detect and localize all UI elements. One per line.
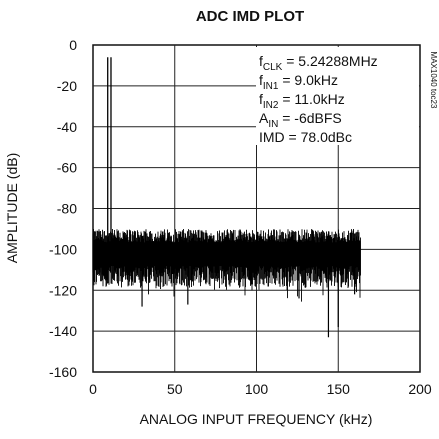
x-tick-label-4: 200 (408, 381, 432, 397)
y-axis-label: AMPLITUDE (dB) (4, 153, 20, 263)
y-tick-label-7: -140 (49, 323, 77, 339)
y-tick-label-6: -120 (49, 282, 77, 298)
y-tick-label-8: -160 (49, 364, 77, 380)
y-tick-label-0: 0 (69, 37, 77, 53)
x-axis-ticks: 0 50 100 150 200 (89, 381, 432, 397)
annotation-line-4: IMD = 78.0dBc (259, 129, 352, 145)
x-tick-label-2: 100 (245, 381, 269, 397)
y-tick-label-1: -20 (57, 78, 77, 94)
x-tick-label-3: 150 (327, 381, 351, 397)
x-tick-label-0: 0 (89, 381, 97, 397)
x-axis-label: ANALOG INPUT FREQUENCY (kHz) (140, 411, 373, 427)
y-tick-label-4: -80 (57, 201, 77, 217)
y-tick-label-3: -60 (57, 160, 77, 176)
y-tick-label-5: -100 (49, 241, 77, 257)
y-tick-label-2: -40 (57, 119, 77, 135)
y-axis-ticks: 0 -20 -40 -60 -80 -100 -120 -140 -160 (49, 37, 77, 380)
x-tick-label-1: 50 (167, 381, 183, 397)
figure-id-label: MAX1040 toc23 (429, 52, 438, 109)
chart-title: ADC IMD PLOT (196, 8, 304, 25)
